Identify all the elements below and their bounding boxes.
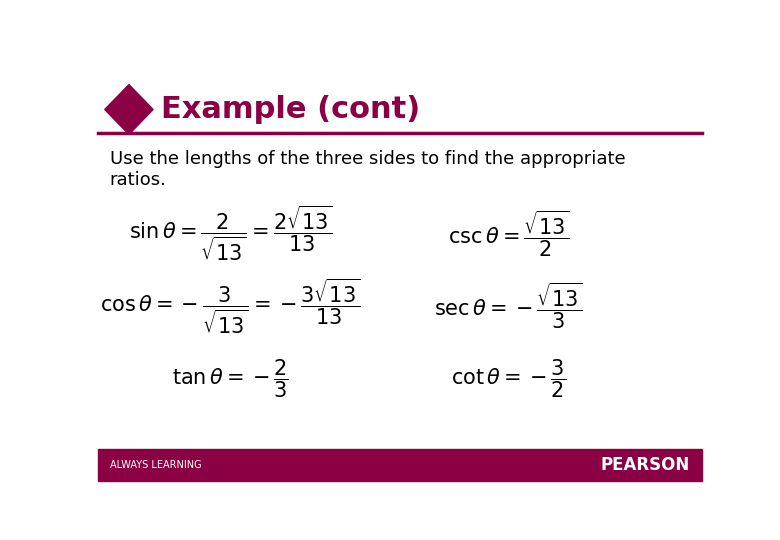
Text: Example (cont): Example (cont): [161, 95, 420, 124]
Text: $\cos\theta = -\dfrac{3}{\sqrt{13}} = -\dfrac{3\sqrt{13}}{13}$: $\cos\theta = -\dfrac{3}{\sqrt{13}} = -\…: [101, 276, 360, 335]
Text: ALWAYS LEARNING: ALWAYS LEARNING: [109, 460, 201, 470]
Text: $\tan\theta = -\dfrac{2}{3}$: $\tan\theta = -\dfrac{2}{3}$: [172, 357, 289, 400]
Text: Use the lengths of the three sides to find the appropriate: Use the lengths of the three sides to fi…: [109, 150, 626, 168]
Text: $\sin\theta = \dfrac{2}{\sqrt{13}} = \dfrac{2\sqrt{13}}{13}$: $\sin\theta = \dfrac{2}{\sqrt{13}} = \df…: [129, 204, 332, 263]
Bar: [98, 449, 702, 481]
Text: PEARSON: PEARSON: [601, 456, 690, 474]
Text: ratios.: ratios.: [109, 171, 166, 189]
Polygon shape: [105, 85, 153, 134]
Text: $\sec\theta = -\dfrac{\sqrt{13}}{3}$: $\sec\theta = -\dfrac{\sqrt{13}}{3}$: [434, 281, 583, 332]
Text: $\csc\theta = \dfrac{\sqrt{13}}{2}$: $\csc\theta = \dfrac{\sqrt{13}}{2}$: [448, 208, 569, 259]
Text: $\cot\theta = -\dfrac{3}{2}$: $\cot\theta = -\dfrac{3}{2}$: [451, 357, 566, 400]
